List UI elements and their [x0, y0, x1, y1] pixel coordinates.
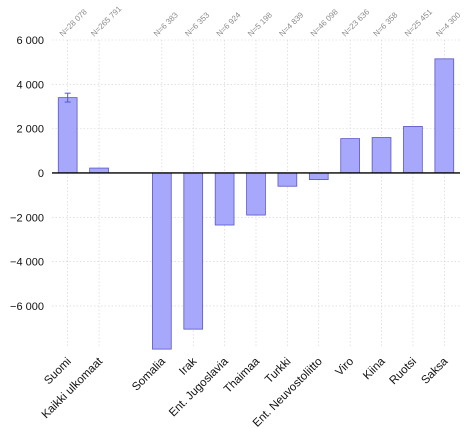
category-label: Viro	[333, 356, 356, 379]
bar-irak	[183, 172, 204, 330]
sample-size-label: N=6 358	[372, 10, 400, 38]
grid-lines	[52, 39, 460, 348]
category-label: Thaimaa	[222, 355, 263, 396]
sample-size-label: N=265 791	[89, 4, 124, 39]
bar-somalia	[152, 172, 172, 350]
bar-thaimaa	[246, 172, 266, 216]
category-label: Kiina	[361, 355, 388, 382]
y-tick-label: −6 000	[10, 301, 44, 313]
sample-size-label: N=6 383	[152, 10, 180, 38]
sample-size-label: N=28 078	[58, 7, 89, 38]
y-tick-label: 0	[38, 168, 44, 180]
category-label: Saksa	[419, 355, 451, 387]
sample-size-label: N=46 098	[309, 7, 340, 38]
sample-size-label: N=4 300	[434, 10, 462, 38]
category-label: Somalia	[130, 355, 168, 393]
y-tick-label: −4 000	[10, 257, 44, 269]
y-tick-label: 2 000	[16, 124, 44, 136]
bars	[57, 58, 455, 350]
bar-ent-jugoslavia	[214, 172, 235, 226]
sample-size-label: N=25 451	[403, 7, 434, 38]
sample-size-labels: N=28 078 N=265 791 N=6 383 N=6 353 N=6 924 N=…	[58, 4, 463, 39]
y-axis-tick-labels: 6 000 4 000 2 000 0 −2 000 −4 000 −6 000	[10, 35, 44, 313]
bar-saksa	[434, 58, 455, 174]
category-label: Irak	[177, 355, 199, 377]
category-label: Turkki	[263, 356, 293, 386]
sample-size-label: N=6 924	[215, 10, 243, 38]
bar-kiina	[371, 137, 392, 174]
y-tick-label: 6 000	[16, 35, 44, 47]
sample-size-label: N=6 353	[183, 10, 211, 38]
bar-viro	[340, 138, 360, 174]
bar-kaikki-ulkomaat	[89, 167, 109, 174]
y-tick-label: −2 000	[10, 212, 44, 224]
bar-suomi	[57, 97, 78, 174]
bar-turkki	[277, 172, 298, 187]
bar-ruotsi	[403, 126, 423, 174]
category-label: Ruotsi	[388, 356, 420, 388]
sample-size-label: N=4 839	[277, 10, 305, 38]
sample-size-label: N=23 636	[340, 7, 371, 38]
bar-ent-neuvostoliitto	[308, 172, 329, 180]
sample-size-label: N=5 198	[246, 10, 274, 38]
y-tick-label: 4 000	[16, 79, 44, 91]
